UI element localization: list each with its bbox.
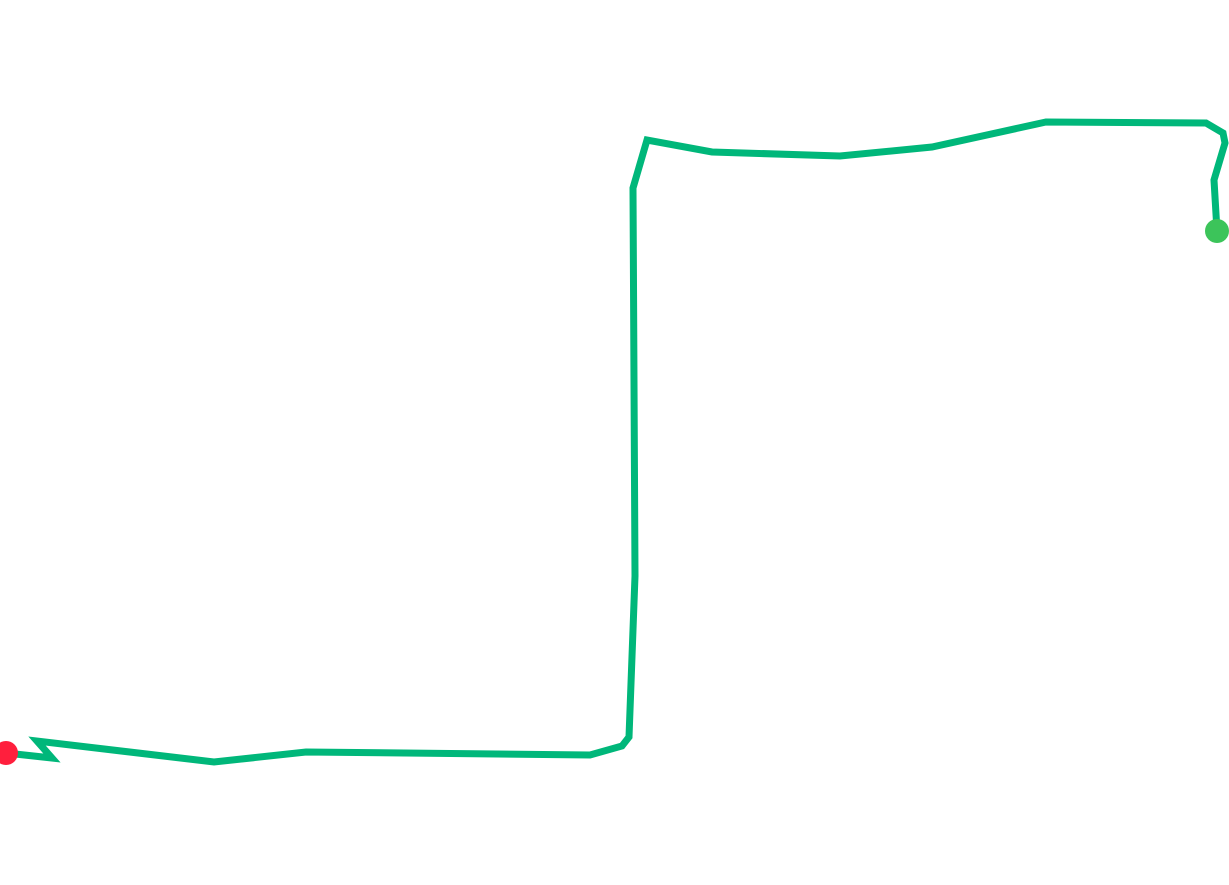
route-end-marker[interactable]	[0, 741, 18, 765]
route-line	[5, 118, 1229, 766]
route-start-marker[interactable]	[1205, 219, 1229, 243]
